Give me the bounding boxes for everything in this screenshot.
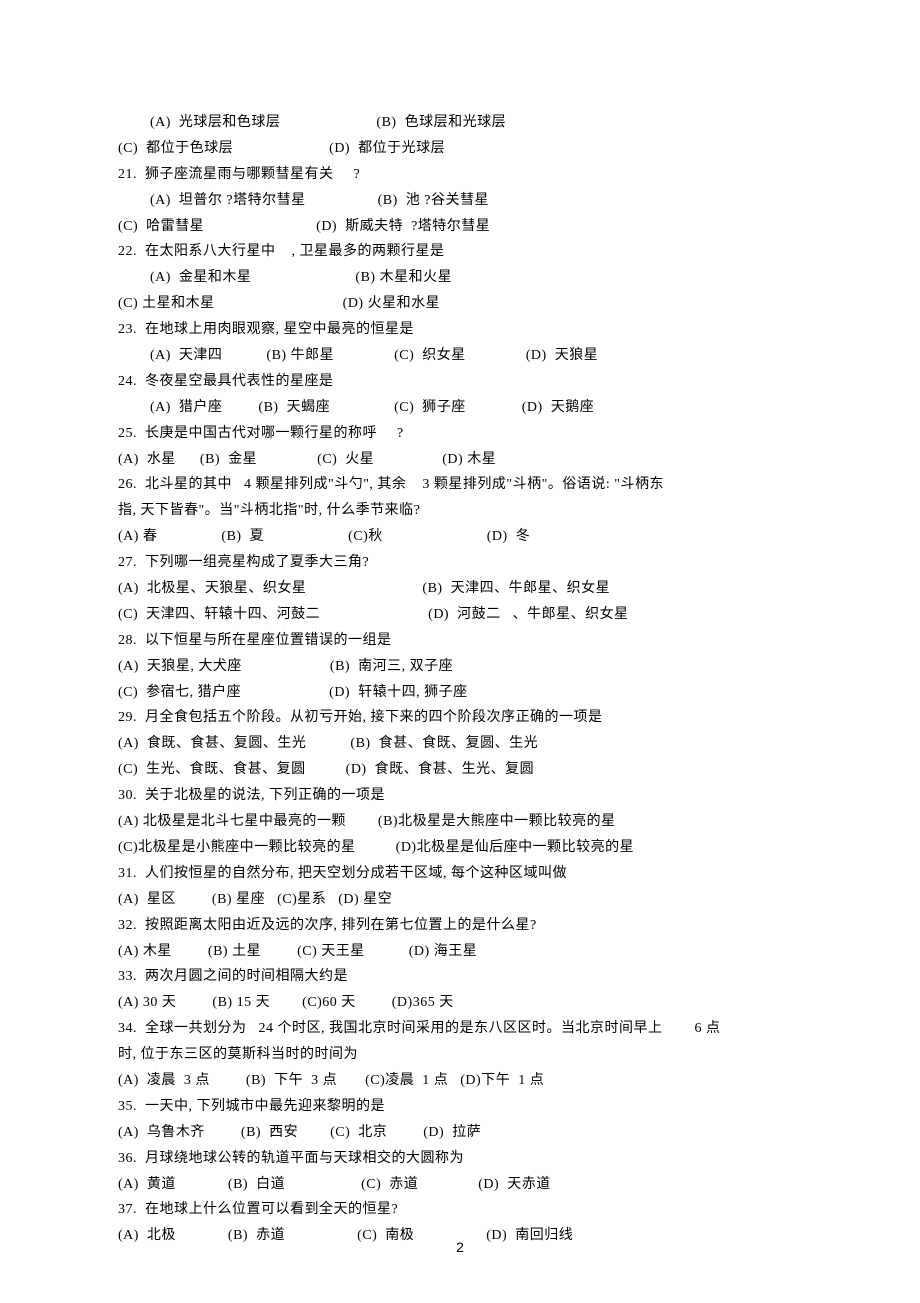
text-line: (C) 天津四、轩辕十四、河鼓二 (D) 河鼓二 、牛郎星、织女星	[118, 602, 802, 628]
text-line: (A) 光球层和色球层 (B) 色球层和光球层	[118, 110, 802, 136]
text-line: 28. 以下恒星与所在星座位置错误的一组是	[118, 628, 802, 654]
text-line: (A) 北极星、天狼星、织女星 (B) 天津四、牛郎星、织女星	[118, 576, 802, 602]
text-line: (C) 参宿七, 猎户座 (D) 轩辕十四, 狮子座	[118, 680, 802, 706]
text-line: 27. 下列哪一组亮星构成了夏季大三角?	[118, 550, 802, 576]
text-line: (A) 天狼星, 大犬座 (B) 南河三, 双子座	[118, 654, 802, 680]
document-page: (A) 光球层和色球层 (B) 色球层和光球层(C) 都位于色球层 (D) 都位…	[0, 0, 920, 1303]
text-line: (A) 木星 (B) 土星 (C) 天王星 (D) 海王星	[118, 939, 802, 965]
text-line: 指, 天下皆春"。当"斗柄北指"时, 什么季节来临?	[118, 498, 802, 524]
text-line: 29. 月全食包括五个阶段。从初亏开始, 接下来的四个阶段次序正确的一项是	[118, 705, 802, 731]
text-line: (A) 黄道 (B) 白道 (C) 赤道 (D) 天赤道	[118, 1172, 802, 1198]
text-line: 31. 人们按恒星的自然分布, 把天空划分成若干区域, 每个这种区域叫做	[118, 861, 802, 887]
text-line: (A) 水星 (B) 金星 (C) 火星 (D) 木星	[118, 447, 802, 473]
text-line: 21. 狮子座流星雨与哪颗彗星有关 ?	[118, 162, 802, 188]
text-line: (A) 星区 (B) 星座 (C)星系 (D) 星空	[118, 887, 802, 913]
text-line: (A) 猎户座 (B) 天蝎座 (C) 狮子座 (D) 天鹅座	[118, 395, 802, 421]
text-line: (A) 30 天 (B) 15 天 (C)60 天 (D)365 天	[118, 990, 802, 1016]
text-line: 35. 一天中, 下列城市中最先迎来黎明的是	[118, 1094, 802, 1120]
text-line: 26. 北斗星的其中 4 颗星排列成"斗勺", 其余 3 颗星排列成"斗柄"。俗…	[118, 472, 802, 498]
text-line: 30. 关于北极星的说法, 下列正确的一项是	[118, 783, 802, 809]
text-line: (C)北极星是小熊座中一颗比较亮的星 (D)北极星是仙后座中一颗比较亮的星	[118, 835, 802, 861]
text-line: (A) 金星和木星 (B) 木星和火星	[118, 265, 802, 291]
text-line: (A) 凌晨 3 点 (B) 下午 3 点 (C)凌晨 1 点 (D)下午 1 …	[118, 1068, 802, 1094]
text-line: 36. 月球绕地球公转的轨道平面与天球相交的大圆称为	[118, 1146, 802, 1172]
page-number: 2	[0, 1235, 920, 1261]
text-line: 37. 在地球上什么位置可以看到全天的恒星?	[118, 1197, 802, 1223]
text-line: 22. 在太阳系八大行星中 , 卫星最多的两颗行星是	[118, 239, 802, 265]
text-line: (C) 都位于色球层 (D) 都位于光球层	[118, 136, 802, 162]
text-line: 24. 冬夜星空最具代表性的星座是	[118, 369, 802, 395]
text-line: 32. 按照距离太阳由近及远的次序, 排列在第七位置上的是什么星?	[118, 913, 802, 939]
text-line: (A) 乌鲁木齐 (B) 西安 (C) 北京 (D) 拉萨	[118, 1120, 802, 1146]
content-body: (A) 光球层和色球层 (B) 色球层和光球层(C) 都位于色球层 (D) 都位…	[118, 110, 802, 1249]
text-line: (A) 天津四 (B) 牛郎星 (C) 织女星 (D) 天狼星	[118, 343, 802, 369]
text-line: (C) 土星和木星 (D) 火星和水星	[118, 291, 802, 317]
text-line: 23. 在地球上用肉眼观察, 星空中最亮的恒星是	[118, 317, 802, 343]
text-line: (A) 食既、食甚、复圆、生光 (B) 食甚、食既、复圆、生光	[118, 731, 802, 757]
text-line: (C) 哈雷彗星 (D) 斯威夫特 ?塔特尔彗星	[118, 214, 802, 240]
text-line: 34. 全球一共划分为 24 个时区, 我国北京时间采用的是东八区区时。当北京时…	[118, 1016, 802, 1042]
text-line: 25. 长庚是中国古代对哪一颗行星的称呼 ?	[118, 421, 802, 447]
text-line: (A) 春 (B) 夏 (C)秋 (D) 冬	[118, 524, 802, 550]
text-line: 时, 位于东三区的莫斯科当时的时间为	[118, 1042, 802, 1068]
text-line: (C) 生光、食既、食甚、复圆 (D) 食既、食甚、生光、复圆	[118, 757, 802, 783]
text-line: 33. 两次月圆之间的时间相隔大约是	[118, 964, 802, 990]
text-line: (A) 坦普尔 ?塔特尔彗星 (B) 池 ?谷关彗星	[118, 188, 802, 214]
text-line: (A) 北极星是北斗七星中最亮的一颗 (B)北极星是大熊座中一颗比较亮的星	[118, 809, 802, 835]
